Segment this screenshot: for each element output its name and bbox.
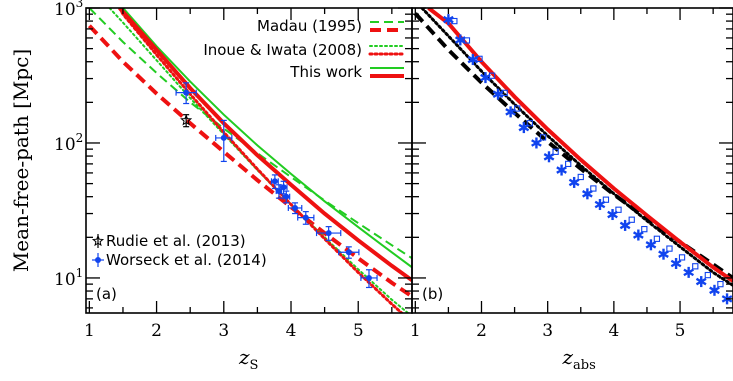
x-tick-label: 3 [218, 321, 229, 341]
asterisk-marker [532, 137, 542, 148]
x-tick-label: 1 [84, 321, 95, 341]
worseck-data-point [183, 90, 189, 96]
legend-observation-label: Worseck et al. (2014) [106, 251, 267, 269]
asterisk-marker [684, 267, 694, 278]
worseck-data-point [283, 194, 289, 200]
x-axis-title: zabs [562, 345, 596, 373]
worseck-data-point [276, 188, 282, 194]
panel-b-red-solid-red-solid-line [429, 8, 733, 281]
legend-label: Madau (1995) [257, 17, 362, 35]
y-tick-label: 102 [54, 131, 83, 155]
square-marker [629, 217, 634, 222]
x-axis-title-subscript: S [250, 358, 259, 373]
asterisk-marker [696, 276, 706, 287]
worseck-data-point [303, 215, 309, 221]
legend-marker-dot [95, 257, 101, 263]
legend-label: Inoue & Iwata (2008) [203, 41, 362, 59]
square-marker [654, 236, 659, 241]
panel-label: (b) [422, 285, 443, 303]
y-tick-label: 103 [54, 0, 83, 20]
y-tick-label: 101 [54, 266, 83, 290]
y-tick-exponent: 3 [76, 0, 84, 10]
square-marker [578, 174, 583, 179]
square-marker [718, 282, 723, 287]
x-tick-label: 2 [151, 321, 162, 341]
panel-label: (a) [96, 285, 117, 303]
x-tick-label: 4 [608, 321, 619, 341]
panel-b-frame [412, 8, 733, 313]
worseck-data-point [326, 230, 332, 236]
x-tick-label: 5 [675, 321, 686, 341]
asterisk-marker [569, 177, 579, 188]
square-marker [693, 264, 698, 269]
worseck-data-point [346, 249, 352, 255]
asterisk-marker [557, 165, 567, 176]
asterisk-marker [544, 151, 554, 162]
x-tick-label: 5 [353, 321, 364, 341]
x-tick-label: 1 [410, 321, 421, 341]
x-tick-label: 2 [476, 321, 487, 341]
y-tick-exponent: 1 [76, 266, 84, 280]
asterisk-marker [620, 220, 630, 231]
square-marker [679, 255, 684, 260]
legend-label: This work [289, 63, 362, 81]
worseck-data-point [281, 184, 287, 190]
x-axis-title-subscript: abs [573, 358, 596, 373]
worseck-data-point [366, 275, 372, 281]
worseck-data-point [292, 205, 298, 211]
square-marker [705, 272, 710, 277]
square-marker [642, 227, 647, 232]
worseck-data-point [272, 178, 278, 184]
x-tick-label: 4 [286, 321, 297, 341]
x-axis-title: zS [238, 345, 258, 373]
y-axis-title: Mean-free-path [Mpc] [9, 49, 33, 272]
y-tick-exponent: 2 [76, 131, 84, 145]
worseck-data-point [221, 135, 227, 141]
x-tick-label: 3 [542, 321, 553, 341]
legend-observation-label: Rudie et al. (2013) [106, 232, 246, 250]
